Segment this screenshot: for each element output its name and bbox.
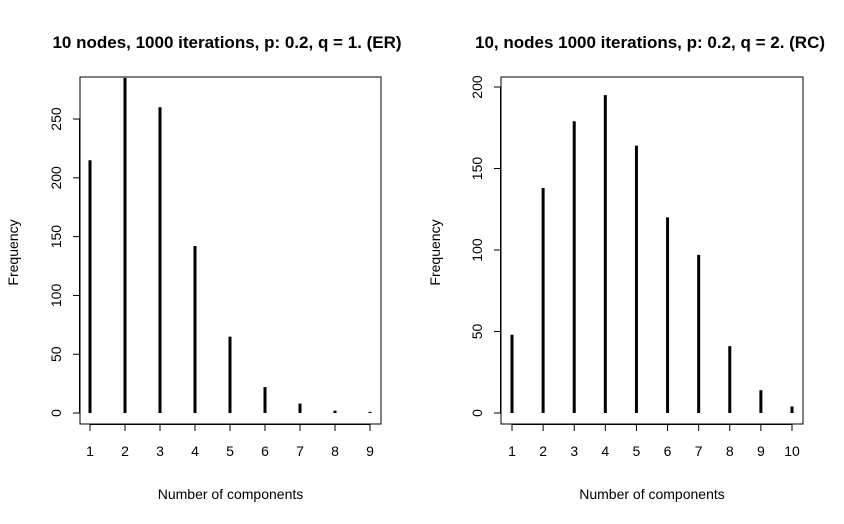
y-tick-label: 100 [469,238,485,262]
chart-title: 10, nodes 1000 iterations, p: 0.2, q = 2… [475,33,825,52]
x-tick-label: 9 [366,443,374,459]
y-axis-title: Frequency [5,219,21,285]
plot-frame [500,76,804,425]
y-tick-label: 250 [48,107,64,131]
x-tick-label: 2 [539,443,547,459]
x-tick-label: 8 [331,443,339,459]
x-tick-label: 7 [296,443,304,459]
y-tick-label: 0 [469,409,485,417]
x-tick-label: 1 [86,443,94,459]
y-tick-label: 150 [48,225,64,249]
y-tick-label: 0 [48,409,64,417]
x-tick-label: 9 [757,443,765,459]
x-tick-label: 8 [726,443,734,459]
y-tick-label: 100 [48,284,64,308]
x-tick-label: 6 [261,443,269,459]
y-tick-label: 200 [48,166,64,190]
y-tick-label: 150 [469,157,485,181]
x-tick-label: 7 [695,443,703,459]
x-tick-label: 6 [664,443,672,459]
x-tick-label: 1 [508,443,516,459]
chart-panel-2: 10, nodes 1000 iterations, p: 0.2, q = 2… [427,33,825,502]
y-tick-label: 50 [48,346,64,362]
x-tick-label: 2 [121,443,129,459]
y-axis-title: Frequency [427,219,443,285]
x-tick-label: 3 [156,443,164,459]
x-tick-label: 5 [633,443,641,459]
x-tick-label: 4 [601,443,609,459]
x-axis-title: Number of components [158,486,304,502]
x-tick-label: 5 [226,443,234,459]
chart-title: 10 nodes, 1000 iterations, p: 0.2, q = 1… [52,33,401,52]
x-tick-label: 10 [784,443,800,459]
y-tick-label: 50 [469,324,485,340]
x-tick-label: 3 [570,443,578,459]
x-axis-title: Number of components [579,486,725,502]
chart-panel-1: 10 nodes, 1000 iterations, p: 0.2, q = 1… [5,33,402,502]
y-tick-label: 200 [469,75,485,99]
x-tick-label: 4 [191,443,199,459]
